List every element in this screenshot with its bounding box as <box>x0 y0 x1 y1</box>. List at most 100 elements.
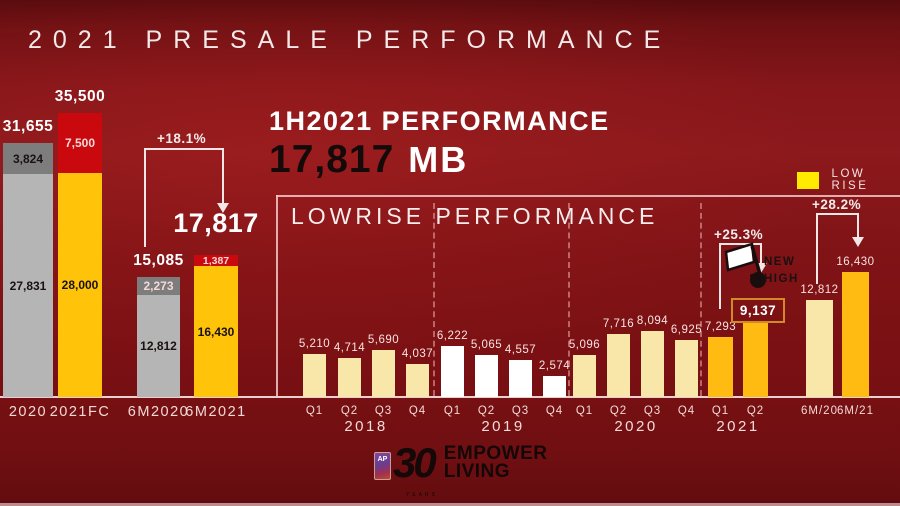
value-label: 4,037 <box>401 348 434 360</box>
headline: 1H2021 PERFORMANCE 17,817 MB <box>269 106 610 182</box>
segment-label: 7,500 <box>64 136 96 150</box>
new-high-word1: NEW <box>764 256 796 268</box>
qbar-2020-Q1: 5,096 Q1 <box>569 339 600 417</box>
bar <box>708 337 733 397</box>
axis-label: 6M/21 <box>837 405 874 417</box>
bar <box>338 358 361 397</box>
bar <box>641 331 664 397</box>
lowrise-chart-title: LOWRISE PERFORMANCE <box>291 203 659 229</box>
year-label-2018: 2018 <box>344 418 388 435</box>
segment-base-6M2020: 12,812 <box>137 295 180 397</box>
axis-label: Q2 <box>340 405 359 417</box>
category-label-2021FC: 2021FC <box>49 404 111 420</box>
bracket-25-3-arrowhead <box>755 263 767 273</box>
growth-label-25-3: +25.3% <box>714 227 764 242</box>
stacked-bar-2020: 31,655 3,824 27,831 2020 <box>3 118 53 420</box>
axis-label: Q1 <box>305 405 324 417</box>
record-value: 9,137 <box>739 303 777 318</box>
new-high-label: NEW HIGH <box>764 254 799 287</box>
bar <box>543 376 566 397</box>
segment-top-6M2021: 1,387 <box>194 255 238 267</box>
slide-title: 2021 PRESALE PERFORMANCE <box>28 26 672 54</box>
qbar-2018-Q2: 4,714 Q2 <box>334 342 365 417</box>
qbar-2020-Q2: 7,716 Q2 <box>603 318 634 417</box>
axis-label: Q2 <box>746 405 765 417</box>
halfyear-bar-6M/20: 12,812 6M/20 <box>800 284 838 417</box>
value-label: 6,222 <box>436 330 469 342</box>
legend-lowrise-swatch <box>797 171 819 189</box>
year-separator-2020-2021 <box>700 203 702 396</box>
bar <box>441 346 464 397</box>
total-label-2021FC: 35,500 <box>54 88 106 105</box>
qbar-2019-Q2: 5,065 Q2 <box>471 339 502 417</box>
lowrise-panel-top-border <box>276 195 900 197</box>
year-label-2020: 2020 <box>614 418 658 435</box>
category-label-6M2020: 6M2020 <box>127 404 190 420</box>
segment-label: 12,812 <box>140 339 177 353</box>
stacked-bar-2021FC: 35,500 7,500 28,000 2021FC <box>50 88 109 420</box>
bracket-18-1-arrowhead <box>217 203 229 213</box>
year-separator-2018-2019 <box>433 203 435 396</box>
company-logo: AP 30 YEARS EMPOWER LIVING <box>374 439 548 498</box>
qbar-2018-Q3: 5,690 Q3 <box>368 334 399 417</box>
segment-label: 28,000 <box>61 278 99 292</box>
growth-label-28-2: +28.2% <box>812 197 862 212</box>
qbar-2021-Q2: Q2 <box>743 322 768 417</box>
segment-label: 2,273 <box>143 279 174 293</box>
logo-wordmark: EMPOWER LIVING <box>443 442 548 481</box>
axis-label: Q3 <box>643 405 662 417</box>
qbar-2019-Q1: 6,222 Q1 <box>437 330 468 417</box>
bar <box>607 334 630 397</box>
year-label-2021: 2021 <box>716 418 760 435</box>
bar <box>372 350 395 397</box>
total-label-2020: 31,655 <box>2 118 54 135</box>
bar <box>303 354 326 397</box>
segment-base-6M2021: 16,430 <box>194 266 238 397</box>
value-label: 7,293 <box>704 321 737 333</box>
bracket-28-2-right <box>857 213 859 239</box>
value-label: 7,716 <box>602 318 635 330</box>
total-label-6M2020: 15,085 <box>133 252 184 269</box>
bar <box>475 355 498 397</box>
logo-line1: EMPOWER <box>443 442 548 464</box>
headline-value-row: 17,817 MB <box>269 138 610 182</box>
value-label: 4,714 <box>333 342 366 354</box>
year-label-2019: 2019 <box>481 418 525 435</box>
bar <box>675 340 698 397</box>
bracket-18-1-left <box>144 148 146 247</box>
value-label: 4,557 <box>504 344 537 356</box>
segment-base-2020: 27,831 <box>3 174 53 397</box>
segment-label: 27,831 <box>9 278 47 293</box>
logo-number: 30 <box>393 439 437 486</box>
bar <box>806 300 833 397</box>
qbar-2018-Q1: 5,210 Q1 <box>299 338 330 417</box>
bracket-28-2-left <box>816 213 818 284</box>
bar <box>743 322 768 397</box>
axis-label: Q4 <box>677 405 696 417</box>
value-label: 6,925 <box>670 324 703 336</box>
bracket-25-3-right <box>760 243 762 265</box>
axis-label: Q3 <box>374 405 393 417</box>
axis-label: Q1 <box>443 405 462 417</box>
axis-label: Q1 <box>711 405 730 417</box>
total-label-6M2021: 17,817 <box>173 208 259 238</box>
bracket-25-3-top <box>719 243 762 245</box>
record-value-box: 9,137 <box>731 298 785 323</box>
category-label-2020: 2020 <box>8 404 48 420</box>
segment-label: 3,824 <box>12 151 44 166</box>
segment-top-2020: 3,824 <box>3 143 53 174</box>
axis-label: Q3 <box>511 405 530 417</box>
bracket-25-3-left <box>719 243 721 309</box>
bracket-28-2-top <box>816 213 859 215</box>
qbar-2018-Q4: 4,037 Q4 <box>402 348 433 417</box>
value-label: 8,094 <box>636 315 669 327</box>
qbar-2019-Q4: 2,574 Q4 <box>539 360 570 417</box>
category-label-6M2021: 6M2021 <box>185 404 247 420</box>
ap-badge-text: AP <box>377 456 388 463</box>
bar <box>842 272 869 397</box>
bracket-28-2-arrowhead <box>852 237 864 247</box>
growth-label-18-1: +18.1% <box>157 131 207 146</box>
bar <box>573 355 596 397</box>
segment-top-6M2020: 2,273 <box>137 277 180 295</box>
